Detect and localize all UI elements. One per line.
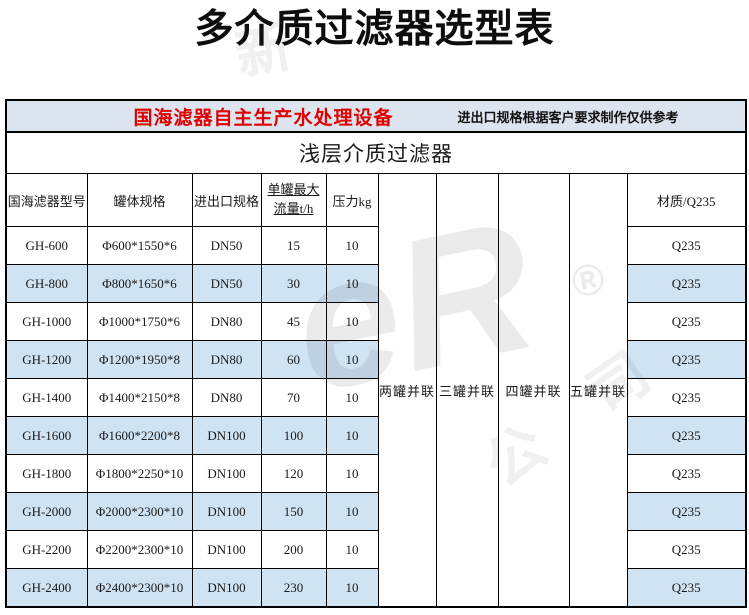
- col-header-max-flow-line1: 单罐最大: [267, 182, 320, 198]
- cell-max-flow: 15: [260, 226, 327, 265]
- cell-tank-spec: Φ2000*2300*10: [86, 492, 193, 531]
- cell-max-flow: 230: [260, 568, 327, 608]
- cell-max-flow: 200: [260, 530, 327, 569]
- cell-tank-spec: Φ1200*1950*8: [86, 340, 193, 379]
- cell-tank-spec: Φ2400*2300*10: [86, 568, 193, 608]
- cell-material: Q235: [626, 530, 747, 569]
- cell-port-spec: DN50: [191, 226, 262, 265]
- section-title-row: 浅层介质过滤器: [5, 131, 747, 174]
- parallel-group-four-tanks: 四罐并联: [497, 173, 570, 608]
- cell-max-flow: 150: [260, 492, 327, 531]
- table-row: GH-1200 Φ1200*1950*8 DN80 60 10 Q235: [5, 340, 747, 379]
- cell-model: GH-800: [5, 264, 88, 303]
- col-header-pressure: 压力kg: [325, 173, 379, 227]
- table-row: GH-1800 Φ1800*2250*10 DN100 120 10 Q235: [5, 454, 747, 493]
- cell-tank-spec: Φ1600*2200*8: [86, 416, 193, 455]
- cell-port-spec: DN100: [191, 492, 262, 531]
- cell-material: Q235: [626, 264, 747, 303]
- col-header-max-flow: 单罐最大 流量t/h: [260, 173, 327, 227]
- cell-tank-spec: Φ1000*1750*6: [86, 302, 193, 341]
- cell-tank-spec: Φ1800*2250*10: [86, 454, 193, 493]
- section-title: 浅层介质过滤器: [5, 131, 747, 174]
- cell-model: GH-1200: [5, 340, 88, 379]
- cell-model: GH-1000: [5, 302, 88, 341]
- table-row: GH-600 Φ600*1550*6 DN50 15 10 Q235: [5, 226, 747, 265]
- cell-pressure: 10: [325, 530, 379, 569]
- col-header-port-spec: 进出口规格: [191, 173, 262, 227]
- cell-port-spec: DN100: [191, 568, 262, 608]
- table-row: GH-1400 Φ1400*2150*8 DN80 70 10 Q235: [5, 378, 747, 417]
- col-header-material: 材质/Q235: [626, 173, 747, 227]
- cell-port-spec: DN100: [191, 530, 262, 569]
- page-title: 多介质过滤器选型表: [194, 8, 555, 51]
- cell-pressure: 10: [325, 340, 379, 379]
- parallel-group-five-tanks: 五罐并联: [568, 173, 628, 608]
- cell-material: Q235: [626, 416, 747, 455]
- cell-model: GH-2200: [5, 530, 88, 569]
- cell-pressure: 10: [325, 302, 379, 341]
- filter-selection-table: 国海滤器自主生产水处理设备 进出口规格根据客户要求制作仅供参考 浅层介质过滤器 …: [5, 99, 747, 608]
- cell-pressure: 10: [325, 416, 379, 455]
- cell-port-spec: DN80: [191, 340, 262, 379]
- table-row: GH-2200 Φ2200*2300*10 DN100 200 10 Q235: [5, 530, 747, 569]
- col-header-max-flow-line2: 流量t/h: [273, 201, 314, 216]
- cell-material: Q235: [626, 340, 747, 379]
- cell-tank-spec: Φ800*1650*6: [86, 264, 193, 303]
- column-header-row: 国海滤器型号 罐体规格 进出口规格 单罐最大 流量t/h 压力kg 两罐并联 三…: [5, 173, 747, 608]
- parallel-group-two-tanks: 两罐并联: [377, 173, 437, 608]
- cell-material: Q235: [626, 568, 747, 608]
- cell-model: GH-600: [5, 226, 88, 265]
- cell-max-flow: 100: [260, 416, 327, 455]
- cell-material: Q235: [626, 302, 747, 341]
- cell-pressure: 10: [325, 568, 379, 608]
- cell-port-spec: DN100: [191, 416, 262, 455]
- table-row: GH-1000 Φ1000*1750*6 DN80 45 10 Q235: [5, 302, 747, 341]
- cell-pressure: 10: [325, 378, 379, 417]
- cell-model: GH-2000: [5, 492, 88, 531]
- cell-port-spec: DN100: [191, 454, 262, 493]
- cell-max-flow: 70: [260, 378, 327, 417]
- cell-pressure: 10: [325, 264, 379, 303]
- cell-model: GH-1400: [5, 378, 88, 417]
- brand-text: 国海滤器自主生产水处理设备: [133, 107, 394, 129]
- table-row: GH-800 Φ800*1650*6 DN50 30 10 Q235: [5, 264, 747, 303]
- cell-material: Q235: [626, 454, 747, 493]
- cell-port-spec: DN50: [191, 264, 262, 303]
- cell-max-flow: 30: [260, 264, 327, 303]
- cell-material: Q235: [626, 378, 747, 417]
- cell-material: Q235: [626, 492, 747, 531]
- cell-material: Q235: [626, 226, 747, 265]
- parallel-group-three-tanks: 三罐并联: [435, 173, 499, 608]
- cell-model: GH-2400: [5, 568, 88, 608]
- cell-model: GH-1800: [5, 454, 88, 493]
- cell-tank-spec: Φ600*1550*6: [86, 226, 193, 265]
- cell-tank-spec: Φ1400*2150*8: [86, 378, 193, 417]
- cell-model: GH-1600: [5, 416, 88, 455]
- table-row: GH-1600 Φ1600*2200*8 DN100 100 10 Q235: [5, 416, 747, 455]
- cell-max-flow: 45: [260, 302, 327, 341]
- cell-pressure: 10: [325, 492, 379, 531]
- table-row: GH-2400 Φ2400*2300*10 DN100 230 10 Q235: [5, 568, 747, 608]
- cell-port-spec: DN80: [191, 302, 262, 341]
- col-header-tank-spec: 罐体规格: [86, 173, 193, 227]
- cell-port-spec: DN80: [191, 378, 262, 417]
- cell-pressure: 10: [325, 454, 379, 493]
- note-text: 进出口规格根据客户要求制作仅供参考: [457, 109, 679, 125]
- col-header-model: 国海滤器型号: [5, 173, 88, 227]
- cell-max-flow: 120: [260, 454, 327, 493]
- cell-max-flow: 60: [260, 340, 327, 379]
- cell-tank-spec: Φ2200*2300*10: [86, 530, 193, 569]
- cell-pressure: 10: [325, 226, 379, 265]
- info-bar: 国海滤器自主生产水处理设备 进出口规格根据客户要求制作仅供参考: [5, 99, 747, 133]
- table-row: GH-2000 Φ2000*2300*10 DN100 150 10 Q235: [5, 492, 747, 531]
